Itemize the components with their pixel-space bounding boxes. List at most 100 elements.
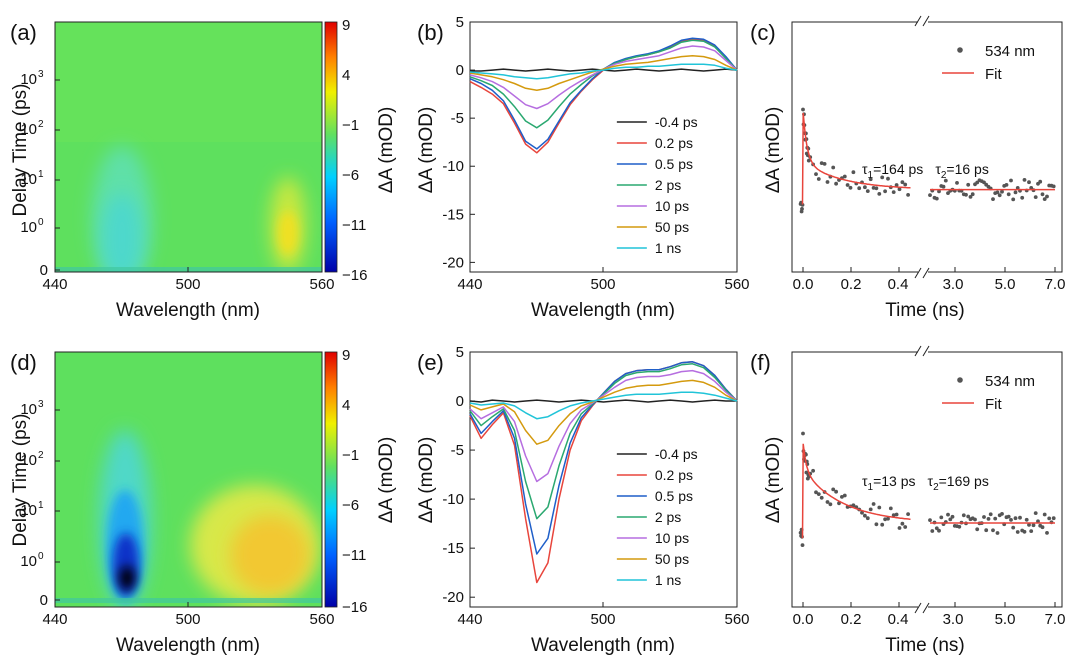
- ytick-exponent: 3: [38, 399, 44, 410]
- plot-frame: [469, 351, 738, 608]
- panel-d: 440 500 560 Wavelength (nm) 0 10 0 10 1 …: [10, 347, 397, 656]
- colorbar-tick: −6: [342, 497, 359, 514]
- data-point: [851, 170, 856, 175]
- data-point: [871, 502, 876, 506]
- legend-label: -0.4 ps: [655, 446, 698, 462]
- break-slash: [914, 602, 922, 614]
- data-point: [941, 184, 946, 189]
- data-point: [860, 510, 864, 515]
- heatmap-a-upper-tint: [55, 22, 322, 142]
- data-point: [930, 529, 935, 533]
- ytick-label: 10: [20, 219, 37, 236]
- xtick-label: 0.4: [888, 276, 909, 293]
- data-point: [1040, 525, 1045, 530]
- colorbar-tick: 4: [342, 397, 350, 414]
- data-point: [988, 512, 993, 517]
- legend-label: 2 ps: [655, 177, 681, 193]
- ytick-label: 0: [456, 393, 464, 410]
- xtick-label: 440: [457, 611, 482, 628]
- kinetic-trace: [798, 107, 1056, 272]
- panel-a: 440 500 560 Wavelength (nm) 0 10 0 10 1 …: [10, 17, 397, 321]
- break-slash: [914, 267, 922, 279]
- data-point: [995, 531, 1000, 535]
- data-point: [880, 522, 885, 527]
- data-point: [819, 495, 824, 500]
- axis-break-mask: [918, 601, 928, 615]
- xtick-label: 560: [724, 276, 749, 293]
- data-point: [900, 521, 905, 526]
- axis-break-mask: [918, 266, 928, 280]
- axis-break-mask: [918, 14, 928, 28]
- data-point: [800, 207, 804, 211]
- data-point: [961, 513, 966, 518]
- data-point: [814, 172, 818, 177]
- data-point: [1024, 517, 1029, 522]
- data-point: [828, 502, 833, 507]
- xtick-label: 5.0: [995, 611, 1016, 628]
- series-line-2-ps: [469, 363, 738, 520]
- ytick-exponent: 2: [38, 119, 44, 130]
- legend: -0.4 ps 0.2 ps 0.5 ps 2 ps 10 ps 50 ps 1 ns: [616, 114, 698, 256]
- data-point: [973, 517, 977, 522]
- heatmap-d-yaxis: 0 10 0 10 1 10 2 10 3 Delay Time (ps): [10, 399, 60, 609]
- colorbar-tick: −11: [342, 547, 366, 564]
- xtick-label: 0.0: [793, 611, 814, 628]
- data-point: [943, 178, 948, 183]
- legend-label: 50 ps: [655, 551, 689, 567]
- data-point: [825, 500, 830, 504]
- data-point: [1042, 197, 1047, 202]
- xtick-label: 3.0: [943, 611, 964, 628]
- y-axis-label: ΔA (mOD): [416, 107, 437, 194]
- data-point: [1011, 197, 1016, 202]
- ytick-label: 10: [20, 171, 37, 188]
- heatmap-a-bleach-core: [102, 193, 142, 272]
- data-point: [877, 505, 882, 510]
- ytick-label: -10: [442, 158, 464, 175]
- xtick-label: 560: [309, 276, 334, 293]
- colorbar-a: 9 4 −1 −6 −11 −16 ΔA (mOD): [324, 17, 397, 284]
- legend-marker-data: [957, 47, 963, 53]
- data-point: [865, 189, 870, 194]
- ytick-label: 5: [456, 344, 464, 361]
- data-point: [868, 177, 873, 182]
- data-point: [840, 495, 844, 499]
- legend: -0.4 ps 0.2 ps 0.5 ps 2 ps 10 ps 50 ps 1 ns: [616, 446, 698, 588]
- data-point: [1031, 523, 1036, 528]
- colorbar-tick: 4: [342, 67, 350, 84]
- spectra-lines: [469, 37, 738, 154]
- data-point: [800, 543, 805, 547]
- ytick-exponent: 2: [38, 450, 44, 461]
- colorbar-tick: −1: [342, 447, 359, 464]
- data-point: [995, 190, 1000, 195]
- data-point: [1047, 516, 1052, 521]
- data-point: [1000, 189, 1004, 194]
- data-point: [903, 525, 908, 529]
- panel-f: 0.0 0.2 0.4 3.0 5.0 7.0 Time (ns) ΔA (mO…: [750, 344, 1065, 656]
- heatmap-a-xaxis: 440 500 560 Wavelength (nm): [42, 267, 335, 321]
- colorbar-tick: −16: [342, 267, 367, 284]
- data-point: [874, 186, 879, 191]
- panel-label: (e): [417, 350, 444, 375]
- fit-annotation: τ1=164 ps τ2=16 ps: [862, 161, 989, 181]
- panel-label: (c): [750, 20, 776, 45]
- heatmap-d-bleach-peak: [119, 566, 135, 590]
- colorbar-label: ΔA (mOD): [376, 107, 397, 194]
- data-point: [1040, 192, 1045, 197]
- data-point: [906, 512, 910, 516]
- data-point: [1004, 183, 1009, 187]
- panel-label: (f): [750, 350, 771, 375]
- data-point: [934, 526, 939, 531]
- y-axis-label: Delay Time (ps): [10, 413, 31, 546]
- ytick-label: -5: [451, 442, 464, 459]
- data-point: [993, 516, 998, 521]
- data-point: [871, 186, 876, 190]
- data-point: [851, 503, 856, 508]
- data-point: [964, 192, 968, 197]
- series-line--0-4-ps: [469, 399, 737, 403]
- legend-label: 1 ns: [655, 572, 681, 588]
- colorbar-tick: −11: [342, 217, 366, 234]
- xtick-label: 500: [175, 276, 200, 293]
- break-slash: [922, 345, 930, 357]
- data-point: [984, 528, 989, 533]
- ytick-label: 0: [456, 62, 464, 79]
